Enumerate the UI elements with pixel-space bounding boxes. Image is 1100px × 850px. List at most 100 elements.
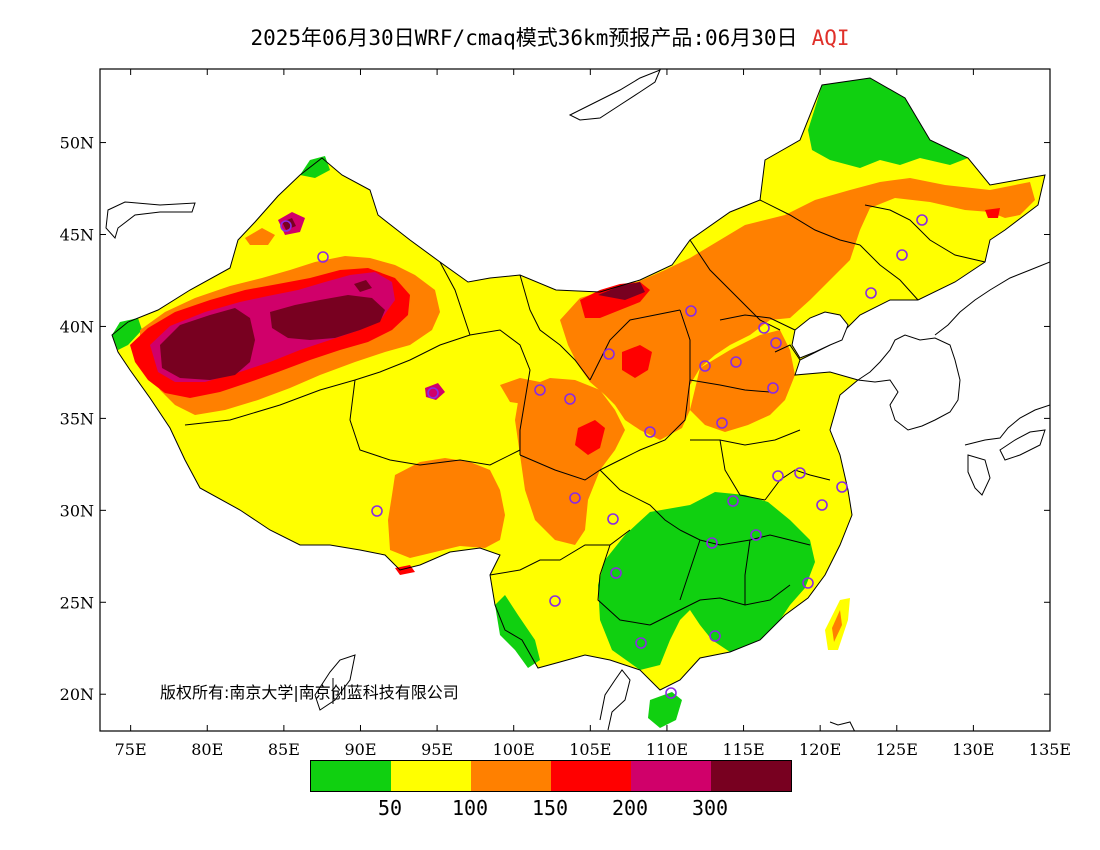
- bohai-sea: [791, 311, 849, 359]
- x-tick-label: 110E: [646, 740, 688, 759]
- station-marker: [685, 305, 697, 317]
- legend-swatch: [711, 761, 791, 791]
- x-tick-label: 90E: [344, 740, 376, 759]
- aqi-region-hazardous-spot-2: [354, 280, 372, 292]
- station-marker: [816, 499, 828, 511]
- x-tick-label: 105E: [569, 740, 611, 759]
- station-marker: [727, 495, 739, 507]
- station-marker: [772, 470, 784, 482]
- aqi-region-good-north: [300, 156, 330, 178]
- legend-swatch: [391, 761, 471, 791]
- station-marker: [770, 337, 782, 349]
- station-marker: [730, 356, 742, 368]
- y-tick-label: 25N: [60, 593, 94, 612]
- station-marker: [610, 567, 622, 579]
- x-tick-label: 85E: [268, 740, 300, 759]
- legend-label: 150: [531, 796, 569, 820]
- station-marker: [802, 577, 814, 589]
- y-tick-label: 45N: [60, 226, 94, 245]
- coastlines: [105, 69, 1050, 731]
- legend-color-bar: [310, 760, 792, 792]
- legend-label: 50: [377, 796, 403, 820]
- station-marker: [280, 220, 292, 232]
- title-text: 2025年06月30日WRF/cmaq模式36km预报产品:06月30日: [250, 26, 798, 50]
- map-title: 2025年06月30日WRF/cmaq模式36km预报产品:06月30日 AQI: [0, 22, 1100, 52]
- station-marker: [427, 387, 439, 399]
- aqi-legend: 50 100 150 200 300: [310, 760, 792, 822]
- legend-swatch: [311, 761, 391, 791]
- station-marker: [607, 513, 619, 525]
- station-marker: [603, 348, 615, 360]
- aqi-region-usg-gansu: [500, 378, 545, 405]
- aqi-region-usg-east: [560, 178, 1035, 440]
- y-tick-label: 20N: [60, 685, 94, 704]
- aqi-region-hazardous-north: [598, 282, 645, 300]
- legend-label: 200: [611, 796, 649, 820]
- station-marker: [706, 537, 718, 549]
- legend-label: 100: [451, 796, 489, 820]
- station-marker: [865, 287, 877, 299]
- station-marker: [317, 251, 329, 263]
- x-tick-label: 125E: [876, 740, 918, 759]
- station-marker: [534, 384, 546, 396]
- aqi-region-very-unhealthy-qinghai-spot: [425, 383, 445, 400]
- station-markers: [280, 214, 928, 699]
- aqi-region-good-west: [112, 318, 142, 350]
- map-content: [105, 69, 1050, 731]
- aqi-region-hazardous-tarim-east: [270, 295, 385, 340]
- x-tick-label: 135E: [1029, 740, 1071, 759]
- station-marker: [716, 417, 728, 429]
- y-tick-label: 40N: [60, 317, 94, 336]
- station-marker: [836, 481, 848, 493]
- station-marker: [794, 467, 806, 479]
- station-marker: [644, 426, 656, 438]
- station-marker: [758, 322, 770, 334]
- station-marker: [549, 595, 561, 607]
- station-marker: [371, 505, 383, 517]
- y-tick-label: 50N: [60, 134, 94, 153]
- station-marker: [916, 214, 928, 226]
- aqi-region-unhealthy-northeast-spot: [985, 208, 1000, 218]
- aqi-region-unhealthy-loess: [622, 345, 652, 378]
- legend-swatch: [631, 761, 711, 791]
- station-marker: [564, 393, 576, 405]
- legend-swatch: [551, 761, 631, 791]
- copyright-text: 版权所有:南京大学|南京创蓝科技有限公司: [160, 683, 459, 702]
- aqi-region-taiwan-orange: [832, 610, 842, 642]
- aqi-region-hazardous-tarim-west: [160, 308, 255, 380]
- aqi-region-usg-northwest-spot: [245, 228, 275, 245]
- y-tick-label: 35N: [60, 409, 94, 428]
- station-marker: [699, 360, 711, 372]
- station-marker: [750, 529, 762, 541]
- aqi-region-unhealthy-sichuan: [575, 420, 605, 455]
- y-axis-ticks: 50N 45N 40N 35N 30N 25N 20N: [60, 134, 1050, 704]
- aqi-region-usg-sichuan: [515, 378, 625, 545]
- aqi-region-good-southwest: [495, 595, 540, 668]
- legend-label: 300: [691, 796, 729, 820]
- aqi-region-good-northeast: [808, 78, 968, 168]
- legend-swatch: [471, 761, 551, 791]
- title-variable: AQI: [811, 26, 850, 50]
- station-marker: [896, 249, 908, 261]
- x-tick-label: 100E: [493, 740, 535, 759]
- x-tick-label: 115E: [722, 740, 764, 759]
- station-marker: [569, 492, 581, 504]
- x-tick-label: 95E: [421, 740, 453, 759]
- map-frame: [99, 68, 1051, 732]
- station-marker: [635, 637, 647, 649]
- x-tick-label: 75E: [115, 740, 147, 759]
- x-tick-label: 120E: [799, 740, 841, 759]
- aqi-region-usg-central: [690, 330, 795, 432]
- x-axis-ticks: 75E 80E 85E 90E 95E 100E 105E 110E 115E 120E 125E 1…: [115, 69, 1071, 759]
- legend-labels: 50 100 150 200 300: [310, 792, 790, 822]
- x-tick-label: 130E: [952, 740, 994, 759]
- province-borders: [111, 77, 1046, 691]
- station-marker: [709, 630, 721, 642]
- aqi-region-hainan: [648, 692, 682, 728]
- station-marker: [665, 687, 677, 699]
- x-tick-label: 80E: [191, 740, 223, 759]
- station-marker: [767, 382, 779, 394]
- y-tick-label: 30N: [60, 501, 94, 520]
- aqi-region-usg-tibet: [388, 458, 505, 558]
